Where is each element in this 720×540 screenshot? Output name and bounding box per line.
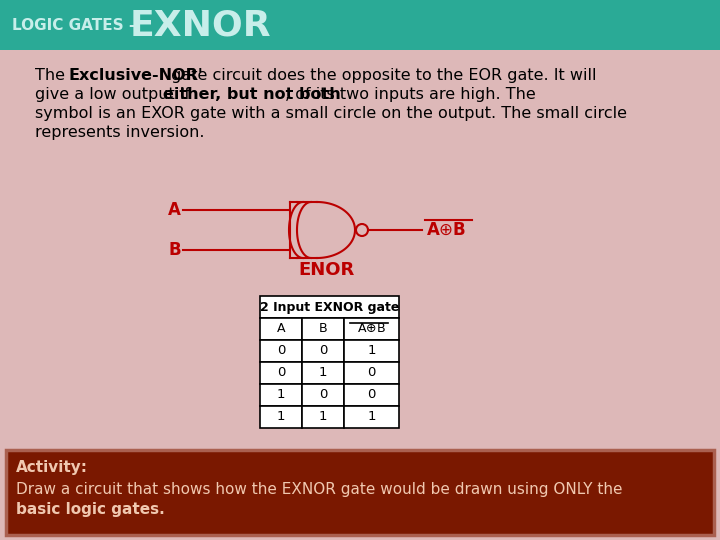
Text: B: B [319, 322, 328, 335]
Text: 0: 0 [276, 367, 285, 380]
Text: either, but not both: either, but not both [163, 87, 341, 102]
FancyBboxPatch shape [260, 406, 302, 428]
Text: 0: 0 [319, 345, 327, 357]
Text: ENOR: ENOR [299, 261, 355, 279]
Text: A: A [168, 201, 181, 219]
Text: 0: 0 [367, 367, 376, 380]
FancyBboxPatch shape [260, 318, 302, 340]
FancyBboxPatch shape [344, 340, 399, 362]
Text: give a low output if: give a low output if [35, 87, 195, 102]
Text: 0: 0 [367, 388, 376, 402]
FancyBboxPatch shape [260, 340, 302, 362]
FancyBboxPatch shape [302, 362, 344, 384]
Text: 1: 1 [319, 367, 328, 380]
Text: EXNOR: EXNOR [130, 8, 271, 42]
FancyBboxPatch shape [260, 384, 302, 406]
Text: 2 Input EXNOR gate: 2 Input EXNOR gate [260, 300, 399, 314]
Text: , of its two inputs are high. The: , of its two inputs are high. The [285, 87, 536, 102]
FancyBboxPatch shape [260, 362, 302, 384]
FancyBboxPatch shape [302, 340, 344, 362]
Text: A: A [276, 322, 285, 335]
Text: 0: 0 [319, 388, 327, 402]
FancyBboxPatch shape [344, 406, 399, 428]
Text: 1: 1 [276, 410, 285, 423]
Text: 1: 1 [319, 410, 328, 423]
Text: 1: 1 [367, 410, 376, 423]
Text: 0: 0 [276, 345, 285, 357]
FancyBboxPatch shape [344, 384, 399, 406]
Text: A$\oplus$B: A$\oplus$B [357, 322, 386, 335]
FancyBboxPatch shape [6, 450, 714, 535]
Text: A$\oplus$B: A$\oplus$B [426, 221, 467, 239]
FancyBboxPatch shape [0, 0, 720, 50]
FancyBboxPatch shape [344, 318, 399, 340]
Text: Exclusive-NOR': Exclusive-NOR' [68, 68, 203, 83]
FancyBboxPatch shape [302, 384, 344, 406]
Text: The ': The ' [35, 68, 74, 83]
FancyBboxPatch shape [302, 318, 344, 340]
Text: represents inversion.: represents inversion. [35, 125, 204, 140]
Text: Draw a circuit that shows how the EXNOR gate would be drawn using ONLY the: Draw a circuit that shows how the EXNOR … [16, 482, 623, 497]
Text: symbol is an EXOR gate with a small circle on the output. The small circle: symbol is an EXOR gate with a small circ… [35, 106, 627, 121]
Text: gate circuit does the opposite to the EOR gate. It will: gate circuit does the opposite to the EO… [166, 68, 596, 83]
Text: 1: 1 [367, 345, 376, 357]
FancyBboxPatch shape [344, 362, 399, 384]
Text: Activity:: Activity: [16, 460, 88, 475]
Text: B: B [168, 241, 181, 259]
Text: basic logic gates.: basic logic gates. [16, 502, 165, 517]
Text: LOGIC GATES -: LOGIC GATES - [12, 17, 140, 32]
FancyBboxPatch shape [302, 406, 344, 428]
FancyBboxPatch shape [260, 296, 399, 318]
Text: 1: 1 [276, 388, 285, 402]
